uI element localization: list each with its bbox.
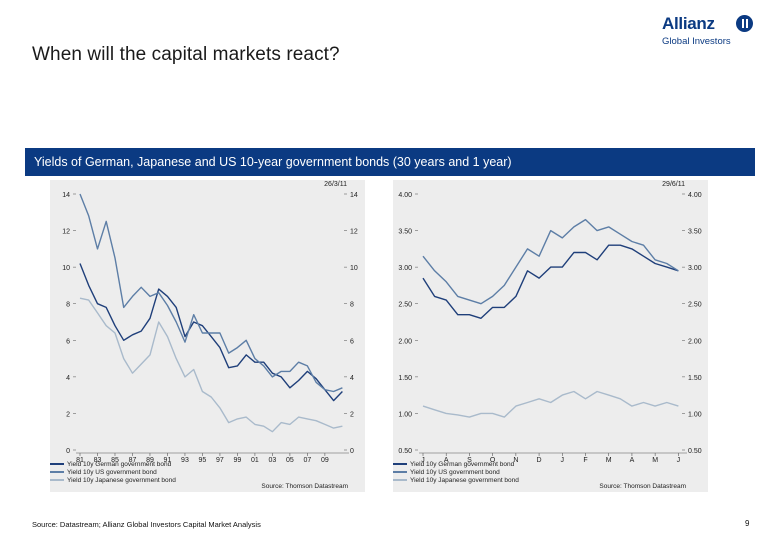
x-tick-label: 91 — [164, 457, 172, 464]
x-tick-label: 93 — [181, 457, 189, 464]
slide-title: When will the capital markets react? — [32, 44, 340, 65]
chart-date-label: 26/3/11 — [324, 181, 347, 188]
series-line-2 — [79, 297, 343, 433]
y-tick-label-right: 1.00 — [688, 411, 702, 418]
y-tick-label-right: 10 — [350, 265, 358, 272]
y-tick-label-left: 3.50 — [398, 229, 412, 236]
series-line-1 — [79, 193, 343, 393]
y-tick-label-left: 14 — [62, 192, 70, 199]
y-tick-label-right: 3.00 — [688, 265, 702, 272]
x-tick-label: 89 — [146, 457, 154, 464]
y-tick-label-right: 2.00 — [688, 338, 702, 345]
source-footnote: Source: Datastream; Allianz Global Inves… — [32, 520, 261, 529]
y-tick-label-right: 4 — [350, 375, 354, 382]
y-tick-label-left: 8 — [66, 302, 70, 309]
logo-wordmark: Allianz — [662, 14, 715, 33]
x-tick-label: 81 — [76, 457, 84, 464]
allianz-logo: Allianz Global Investors — [662, 12, 768, 52]
y-tick-label-left: 2 — [66, 411, 70, 418]
logo-subtitle: Global Investors — [662, 36, 731, 47]
y-tick-label-right: 2 — [350, 411, 354, 418]
y-tick-label-left: 6 — [66, 338, 70, 345]
series-line-2 — [422, 390, 679, 418]
y-tick-label-left: 10 — [62, 265, 70, 272]
y-tick-label-left: 4 — [66, 375, 70, 382]
legend-label: Yield 10y German government bond — [410, 461, 515, 468]
y-tick-label-left: 4.00 — [398, 192, 412, 199]
series-line-0 — [422, 244, 679, 319]
x-tick-label: 85 — [111, 457, 119, 464]
x-tick-label: 99 — [234, 457, 242, 464]
chart-banner: Yields of German, Japanese and US 10-yea… — [25, 148, 755, 176]
series-line-0 — [79, 263, 343, 402]
chart-source-label: Source: Thomson Datastream — [599, 483, 686, 490]
y-tick-label-right: 14 — [350, 192, 358, 199]
x-tick-label: 03 — [269, 457, 277, 464]
x-tick-label: N — [513, 457, 518, 464]
x-tick-label: A — [444, 457, 449, 464]
series-line-1 — [422, 218, 679, 305]
x-tick-label: O — [490, 457, 496, 464]
x-tick-label: D — [537, 457, 542, 464]
x-tick-label: 05 — [286, 457, 294, 464]
allianz-eagle-icon — [736, 15, 753, 32]
legend-label: Yield 10y US government bond — [410, 469, 500, 476]
x-tick-label: 87 — [129, 457, 137, 464]
legend-label: Yield 10y Japanese government bond — [67, 477, 176, 484]
x-tick-label: A — [630, 457, 635, 464]
y-tick-label-right: 4.00 — [688, 192, 702, 199]
x-tick-label: F — [583, 457, 587, 464]
y-tick-label-right: 8 — [350, 302, 354, 309]
x-tick-label: M — [606, 457, 612, 464]
y-tick-label-right: 6 — [350, 338, 354, 345]
legend-label: Yield 10y Japanese government bond — [410, 477, 519, 484]
y-tick-label-right: 12 — [350, 229, 358, 236]
y-tick-label-right: 3.50 — [688, 229, 702, 236]
y-tick-label-right: 1.50 — [688, 375, 702, 382]
x-tick-label: 95 — [199, 457, 207, 464]
page-number: 9 — [745, 519, 750, 528]
y-tick-label-left: 0 — [66, 448, 70, 455]
chart-date-label: 29/6/11 — [662, 181, 685, 188]
y-tick-label-left: 2.00 — [398, 338, 412, 345]
y-tick-label-left: 1.50 — [398, 375, 412, 382]
x-tick-label: M — [652, 457, 658, 464]
y-tick-label-left: 1.00 — [398, 411, 412, 418]
y-tick-label-right: 0 — [350, 448, 354, 455]
y-tick-label-left: 2.50 — [398, 302, 412, 309]
x-tick-label: 83 — [94, 457, 102, 464]
x-tick-label: J — [561, 457, 565, 464]
x-tick-label: 09 — [321, 457, 329, 464]
legend-label: Yield 10y German government bond — [67, 461, 172, 468]
x-tick-label: S — [467, 457, 472, 464]
x-tick-label: J — [677, 457, 681, 464]
x-tick-label: J — [421, 457, 425, 464]
y-tick-label-left: 3.00 — [398, 265, 412, 272]
y-tick-label-left: 0.50 — [398, 448, 412, 455]
chart-source-label: Source: Thomson Datastream — [261, 483, 348, 490]
x-tick-label: 97 — [216, 457, 224, 464]
y-tick-label-right: 2.50 — [688, 302, 702, 309]
x-tick-label: 07 — [303, 457, 311, 464]
x-tick-label: 01 — [251, 457, 259, 464]
y-tick-label-right: 0.50 — [688, 448, 702, 455]
legend-label: Yield 10y US government bond — [67, 469, 157, 476]
y-tick-label-left: 12 — [62, 229, 70, 236]
